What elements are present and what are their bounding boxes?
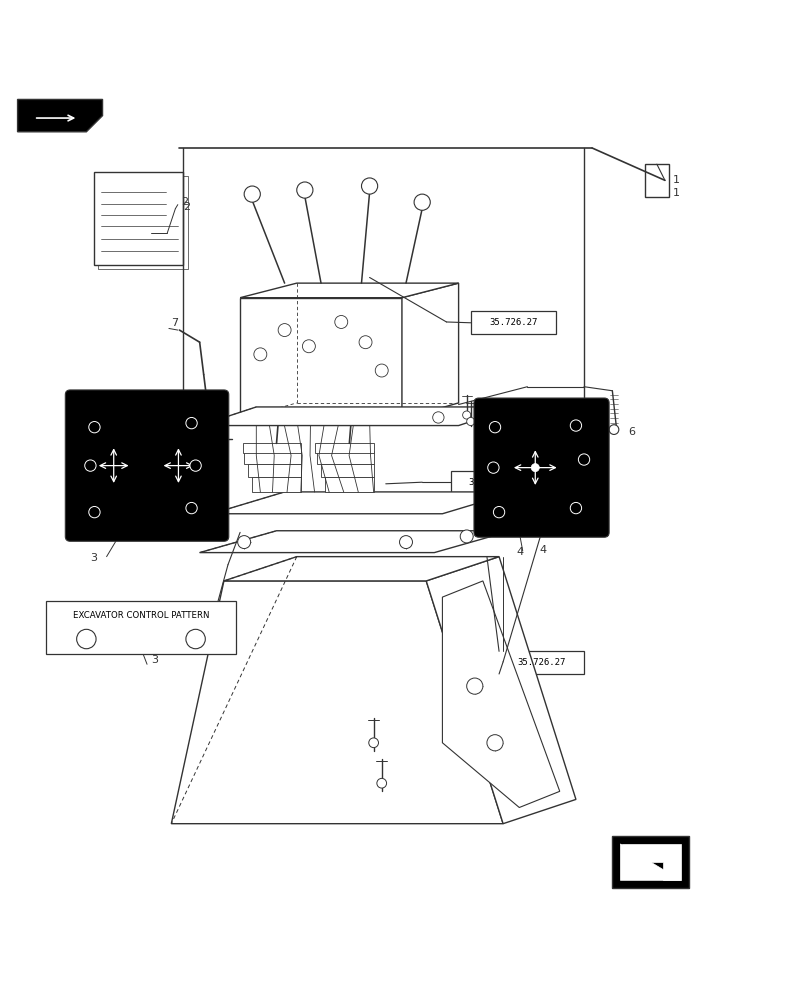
Polygon shape xyxy=(200,407,515,426)
Circle shape xyxy=(186,417,197,429)
Circle shape xyxy=(487,462,499,473)
Bar xyxy=(242,443,300,453)
Polygon shape xyxy=(18,99,102,132)
Circle shape xyxy=(399,536,412,549)
Bar xyxy=(46,601,236,654)
Polygon shape xyxy=(212,492,515,514)
Circle shape xyxy=(432,412,444,423)
Bar xyxy=(252,477,300,492)
Circle shape xyxy=(462,411,470,419)
Circle shape xyxy=(88,506,100,518)
Circle shape xyxy=(88,422,100,433)
Text: 3: 3 xyxy=(90,553,97,563)
Text: 35.726.27: 35.726.27 xyxy=(517,658,565,667)
Polygon shape xyxy=(224,557,499,581)
FancyBboxPatch shape xyxy=(474,398,608,537)
Text: 2: 2 xyxy=(181,197,188,207)
Circle shape xyxy=(493,399,504,410)
Circle shape xyxy=(84,460,96,471)
Circle shape xyxy=(466,678,483,694)
Bar xyxy=(315,443,373,453)
Circle shape xyxy=(302,340,315,353)
Polygon shape xyxy=(171,581,503,824)
Circle shape xyxy=(214,412,225,423)
Circle shape xyxy=(76,629,96,649)
Polygon shape xyxy=(401,283,458,419)
Polygon shape xyxy=(426,557,575,824)
Text: 4: 4 xyxy=(516,547,523,557)
Polygon shape xyxy=(620,844,680,880)
Circle shape xyxy=(375,364,388,377)
Circle shape xyxy=(368,738,378,748)
Bar xyxy=(320,464,373,477)
Text: 6: 6 xyxy=(628,427,635,437)
Bar xyxy=(244,451,300,464)
Text: 3: 3 xyxy=(151,655,158,665)
Circle shape xyxy=(487,735,503,751)
Text: 4: 4 xyxy=(539,545,546,555)
Circle shape xyxy=(466,417,474,426)
Circle shape xyxy=(460,530,473,543)
Polygon shape xyxy=(200,531,511,553)
Bar xyxy=(316,451,373,464)
Circle shape xyxy=(186,502,197,514)
Circle shape xyxy=(489,422,500,433)
Bar xyxy=(248,464,300,477)
Bar xyxy=(611,836,689,888)
Circle shape xyxy=(569,420,581,431)
Circle shape xyxy=(414,194,430,210)
Text: 7: 7 xyxy=(171,318,178,328)
Text: 1: 1 xyxy=(672,175,679,185)
Circle shape xyxy=(244,186,260,202)
Circle shape xyxy=(577,454,589,465)
Circle shape xyxy=(334,315,347,328)
Polygon shape xyxy=(240,298,401,419)
Polygon shape xyxy=(240,283,458,298)
Text: 35.726.27: 35.726.27 xyxy=(468,478,517,487)
Text: EXCAVATOR CONTROL PATTERN: EXCAVATOR CONTROL PATTERN xyxy=(73,611,209,620)
Circle shape xyxy=(569,502,581,514)
Text: 35.726.27: 35.726.27 xyxy=(488,318,537,327)
Bar xyxy=(324,477,373,492)
Circle shape xyxy=(608,425,618,434)
Circle shape xyxy=(278,324,290,337)
FancyBboxPatch shape xyxy=(65,390,229,541)
Circle shape xyxy=(530,464,539,472)
Bar xyxy=(98,176,187,269)
Circle shape xyxy=(361,178,377,194)
Polygon shape xyxy=(442,581,559,808)
Circle shape xyxy=(238,536,251,549)
Circle shape xyxy=(218,496,226,504)
Bar xyxy=(644,164,668,197)
Bar xyxy=(94,172,183,265)
Polygon shape xyxy=(621,844,680,880)
Bar xyxy=(450,471,534,494)
Circle shape xyxy=(493,506,504,518)
Circle shape xyxy=(186,629,205,649)
Circle shape xyxy=(207,417,217,426)
Circle shape xyxy=(358,336,371,349)
Circle shape xyxy=(376,778,386,788)
Circle shape xyxy=(296,182,312,198)
Bar xyxy=(499,651,583,674)
Text: 2: 2 xyxy=(183,202,191,212)
Circle shape xyxy=(254,348,267,361)
Circle shape xyxy=(190,460,201,471)
Text: 1: 1 xyxy=(672,188,679,198)
Bar xyxy=(470,311,555,334)
